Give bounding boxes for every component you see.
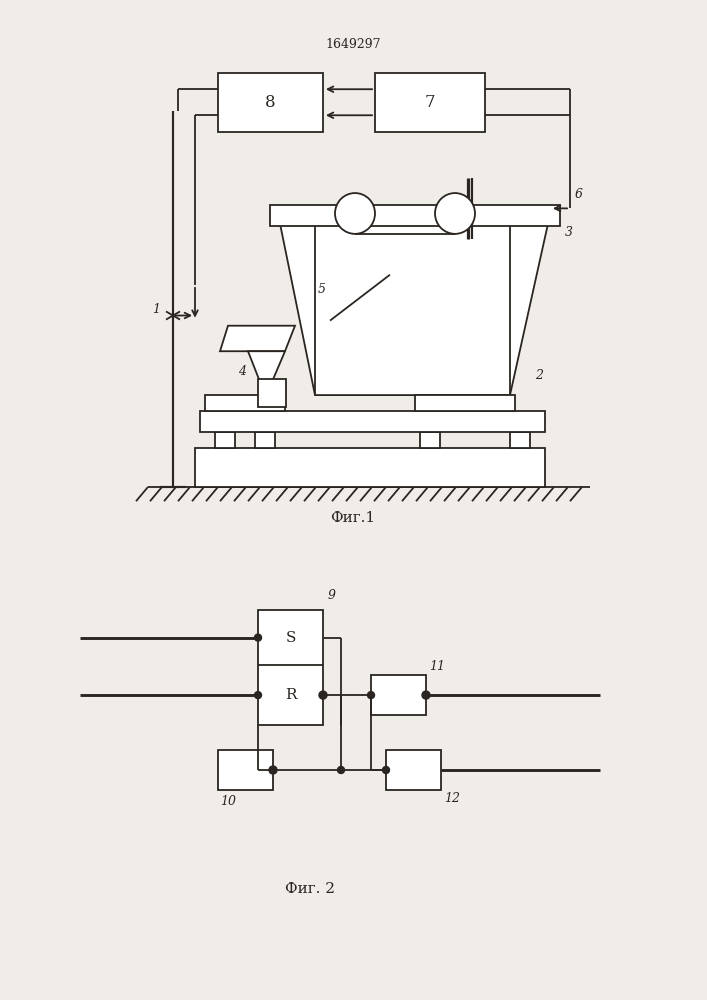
Polygon shape [248, 351, 285, 382]
Bar [386, 750, 441, 790]
Circle shape [337, 766, 344, 774]
Text: 9: 9 [328, 589, 336, 602]
Bar [218, 750, 273, 790]
Text: 1649297: 1649297 [326, 38, 381, 51]
Text: R: R [285, 688, 296, 702]
Bar [371, 675, 426, 715]
Text: 2: 2 [535, 369, 543, 382]
Text: S: S [286, 631, 296, 645]
Bar [255, 432, 275, 448]
Text: 10: 10 [220, 795, 236, 808]
Bar [200, 411, 545, 432]
Bar [270, 205, 560, 226]
Circle shape [255, 692, 262, 699]
Bar [415, 395, 515, 411]
Circle shape [382, 766, 390, 774]
Bar [420, 432, 440, 448]
Bar [258, 379, 286, 407]
Text: Фиг.1: Фиг.1 [330, 511, 375, 525]
Text: 12: 12 [444, 792, 460, 805]
Text: 1: 1 [152, 303, 160, 316]
Text: 4: 4 [238, 365, 246, 378]
Circle shape [255, 634, 262, 641]
Circle shape [319, 691, 327, 699]
Bar [205, 395, 285, 411]
Text: 3: 3 [565, 226, 573, 239]
Bar [258, 610, 323, 725]
Bar [218, 73, 323, 132]
Text: 6: 6 [575, 188, 583, 201]
Polygon shape [280, 224, 548, 395]
Bar [215, 432, 235, 448]
Text: 7: 7 [425, 94, 436, 111]
Bar [195, 448, 545, 487]
Circle shape [335, 193, 375, 234]
Text: Фиг. 2: Фиг. 2 [285, 882, 335, 896]
Bar [375, 73, 485, 132]
Text: 11: 11 [429, 660, 445, 673]
Circle shape [368, 692, 375, 699]
Circle shape [435, 193, 475, 234]
Circle shape [422, 691, 430, 699]
Text: 5: 5 [318, 283, 326, 296]
Circle shape [269, 766, 277, 774]
Bar [510, 432, 530, 448]
Text: 8: 8 [265, 94, 276, 111]
Polygon shape [220, 326, 295, 351]
